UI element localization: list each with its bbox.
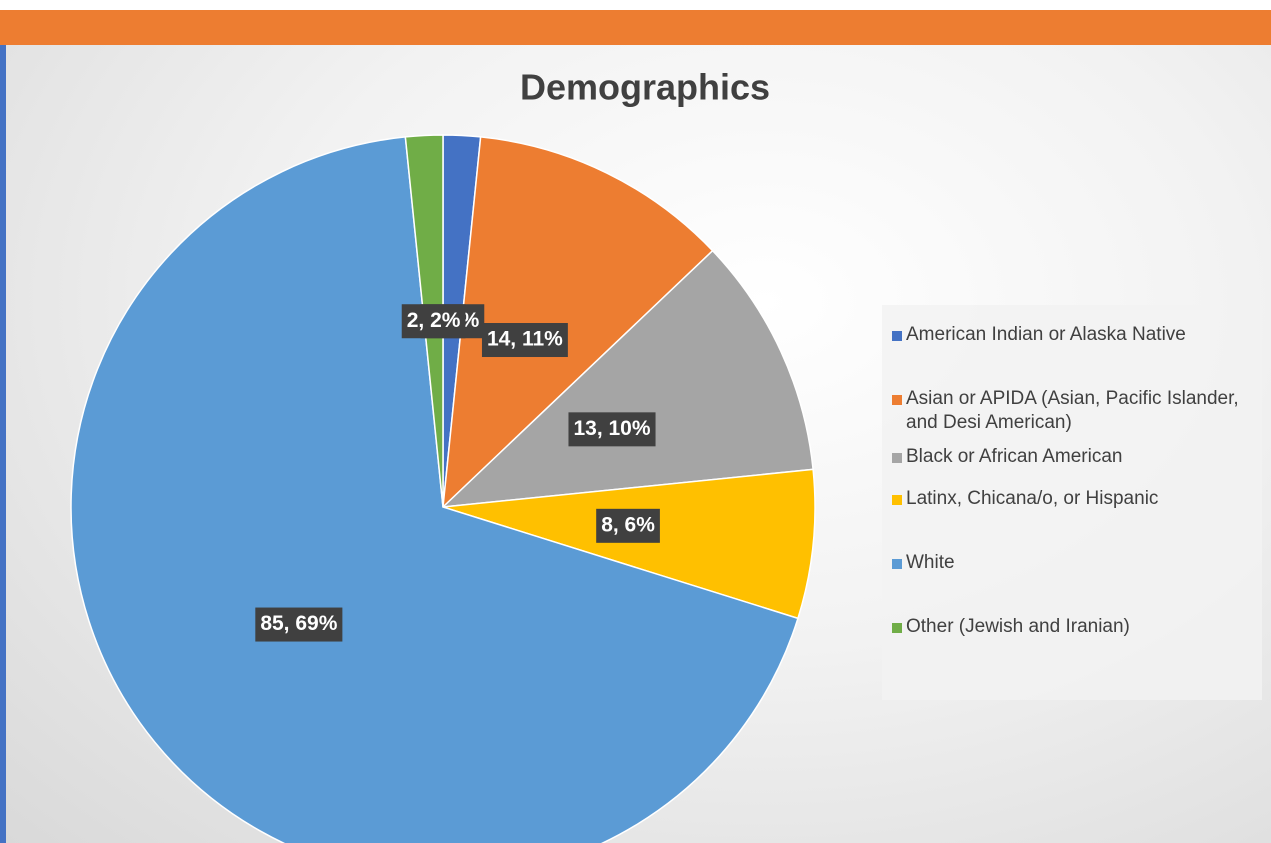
- data-label-text: 85, 69%: [260, 612, 337, 635]
- legend: American Indian or Alaska Native Asian or…: [882, 305, 1262, 700]
- data-label-box: [568, 412, 656, 447]
- legend-label: Latinx, Chicana/o, or Hispanic: [906, 488, 1159, 509]
- legend-item: Other (Jewish and Iranian): [890, 615, 1266, 639]
- legend-label: Black or African American: [906, 446, 1123, 467]
- chart-title: Demographics: [520, 67, 770, 108]
- pie-slice: [442, 136, 714, 509]
- data-label-box: [255, 607, 343, 642]
- legend-label: Other (Jewish and Iranian): [906, 616, 1130, 637]
- legend-swatch: [892, 559, 902, 569]
- legend-item: Black or African American: [890, 445, 1266, 469]
- data-label: 85, 69%: [255, 607, 343, 642]
- data-label-text: 8, 6%: [601, 513, 655, 536]
- legend-item: White: [890, 551, 1266, 575]
- data-label-text: 2, 2%: [407, 309, 461, 332]
- legend-label: Asian or APIDA (Asian, Pacific Islander,…: [906, 388, 1239, 433]
- data-label: 14, 11%: [481, 323, 568, 358]
- data-label: 8, 6%: [596, 508, 660, 543]
- legend-swatch: [892, 495, 902, 505]
- pie-slice: [70, 136, 799, 843]
- data-label-box: [596, 508, 660, 543]
- legend-item: American Indian or Alaska Native: [890, 323, 1266, 347]
- legend-label: American Indian or Alaska Native: [906, 324, 1186, 345]
- data-label: 2, 2%: [401, 304, 466, 339]
- data-label-box: [481, 323, 568, 358]
- pie-slice: [442, 468, 816, 620]
- legend-swatch: [892, 395, 902, 405]
- data-label-text: 13, 10%: [573, 417, 650, 440]
- legend-swatch: [892, 453, 902, 463]
- legend-item: Asian or APIDA (Asian, Pacific Islander,…: [890, 387, 1266, 435]
- data-label-text: 14, 11%: [487, 328, 563, 351]
- header-bar: [0, 10, 1271, 45]
- legend-swatch: [892, 331, 902, 341]
- legend-swatch: [892, 623, 902, 633]
- legend-item: Latinx, Chicana/o, or Hispanic: [890, 487, 1266, 511]
- data-label-box: [401, 304, 466, 339]
- legend-label: White: [906, 552, 955, 573]
- data-label: 13, 10%: [568, 412, 656, 447]
- pie-slice: [440, 249, 814, 508]
